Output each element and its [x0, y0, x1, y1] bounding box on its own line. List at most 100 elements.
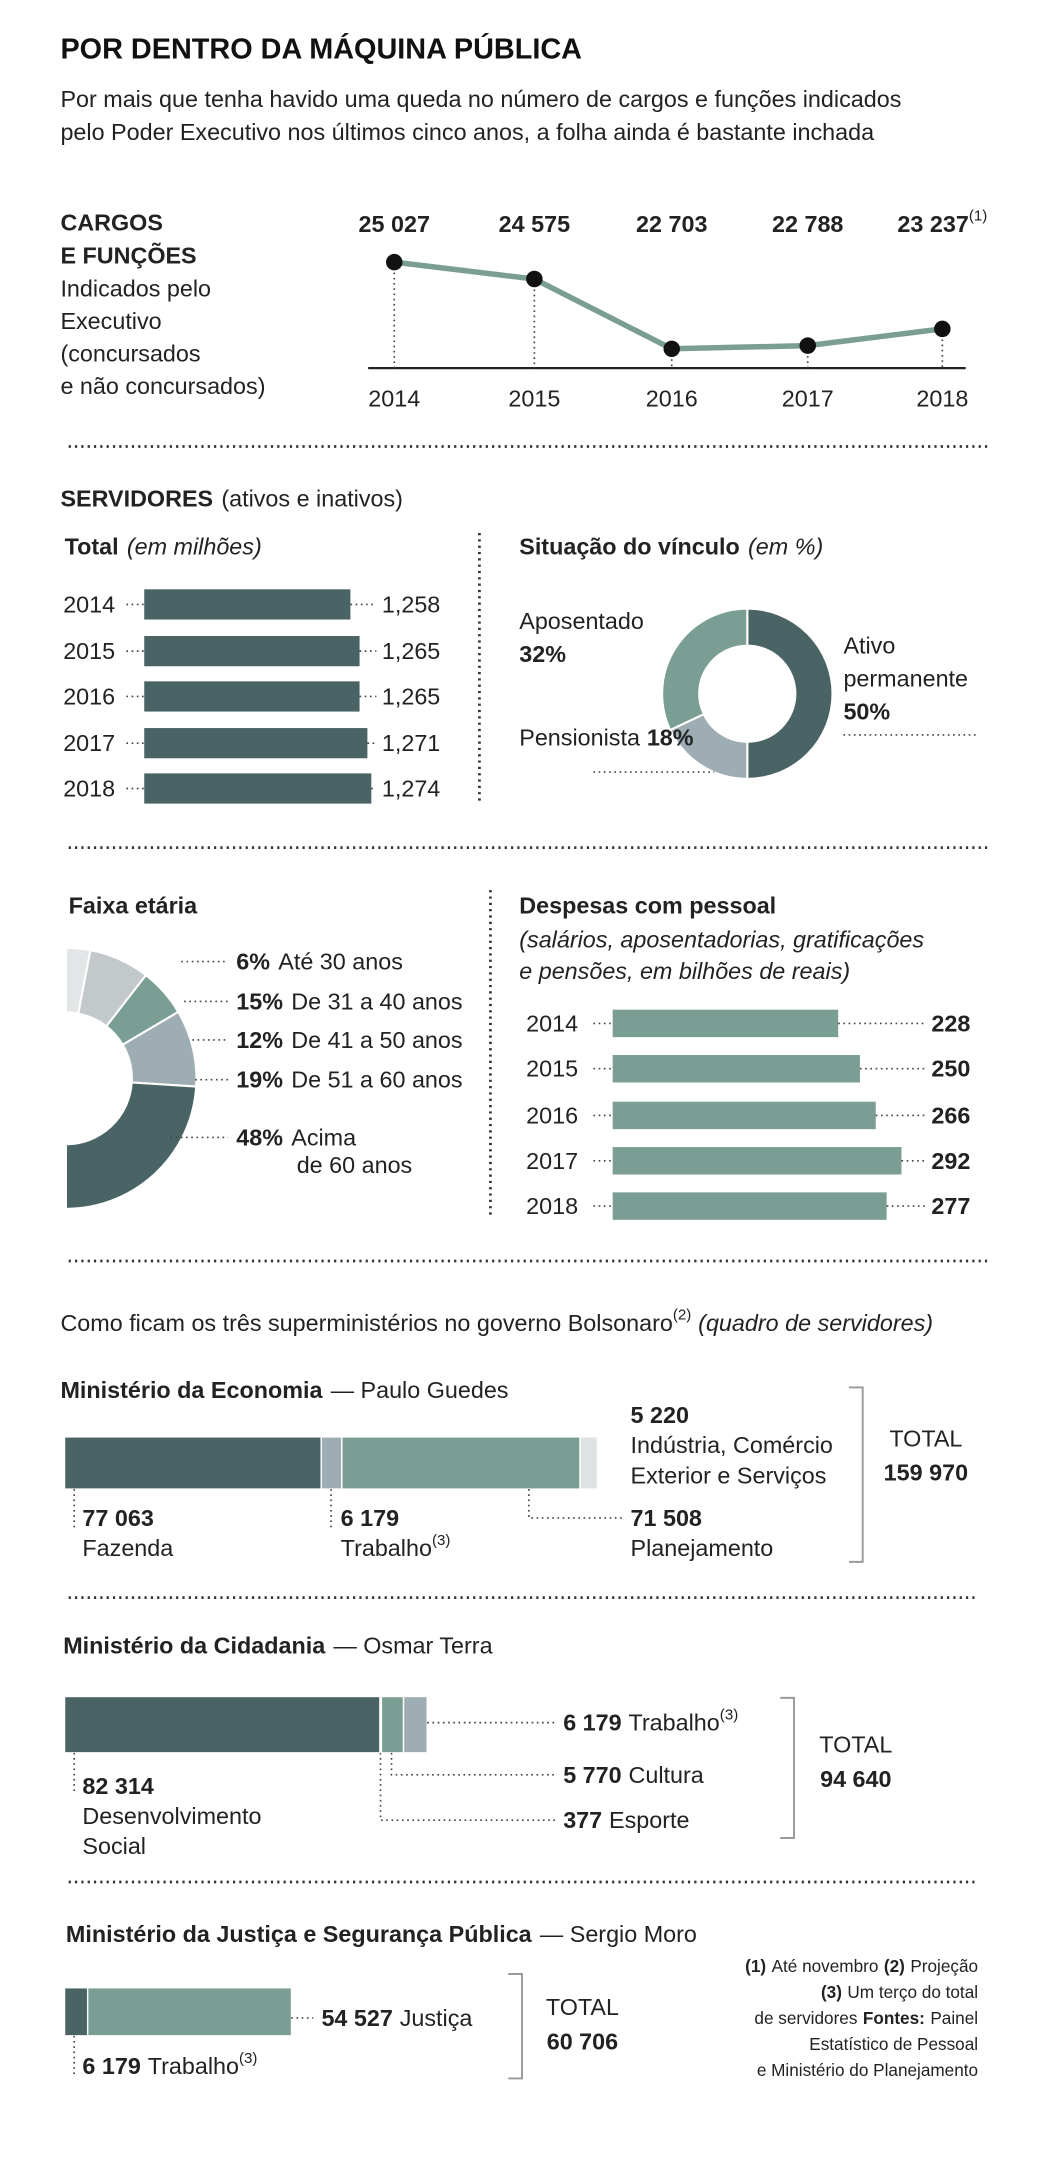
- category-label: Aposentado: [519, 608, 644, 634]
- point: [386, 253, 403, 271]
- segment-label: 19% De 51 a 60 anos: [236, 1067, 462, 1093]
- bracket: [508, 1973, 523, 2080]
- bar: [144, 636, 360, 667]
- series-name: Justiça: [400, 2005, 473, 2031]
- segment-label: 15% De 31 a 40 anos: [236, 988, 462, 1014]
- point: [934, 320, 951, 338]
- chart-title-text: Situação do vínculo: [519, 534, 740, 560]
- value-label: 228: [931, 1010, 970, 1036]
- chart-subtitle: Indicados pelo: [60, 275, 211, 301]
- line: [393, 259, 943, 352]
- segment-label: 6 179 Trabalho(3): [563, 1706, 738, 1736]
- value-label-text: 22 703: [636, 211, 707, 237]
- category-label: Pensionista: [519, 725, 640, 751]
- footnote-marker: (3): [720, 1706, 738, 1723]
- footnote-text: (2): [884, 1956, 905, 1976]
- value-label: 1,265: [382, 683, 440, 709]
- value-label: 48%: [236, 1124, 283, 1150]
- segment-label: 12% De 41 a 50 anos: [236, 1027, 462, 1053]
- bar-segment: [579, 1436, 599, 1490]
- bar-segment: [320, 1436, 343, 1490]
- chart-subtitle: — Paulo Guedes: [331, 1377, 509, 1403]
- footnote: Estatístico de Pessoal: [809, 2034, 978, 2054]
- footnote-marker: (2): [673, 1306, 691, 1323]
- leader-line: [390, 1752, 557, 1776]
- category-label: De 51 a 60 anos: [291, 1067, 462, 1093]
- category-label: Até 30 anos: [278, 949, 403, 975]
- chart-title-text: Ministério da Economia: [60, 1377, 323, 1403]
- segment-label: 6% Até 30 anos: [236, 949, 403, 975]
- category-label: Acima: [291, 1124, 356, 1150]
- value-label: 5 220: [631, 1402, 689, 1428]
- point: [526, 270, 543, 288]
- chart-title: Ministério da Cidadania — Osmar Terra: [63, 1633, 492, 1659]
- series-name: Exterior e Serviços: [631, 1462, 827, 1488]
- x-tick-label: 2018: [916, 385, 968, 411]
- bar: [144, 773, 372, 804]
- y-tick-label: 2017: [63, 730, 115, 756]
- series-name: Trabalho: [148, 2053, 239, 2079]
- bracket: [780, 1696, 795, 1839]
- bar: [612, 1101, 876, 1130]
- bar-segment: [380, 1695, 405, 1754]
- point: [663, 340, 680, 358]
- segment-label: 377 Esporte: [563, 1807, 689, 1833]
- value-label-text: 24 575: [499, 211, 570, 237]
- category-label: De 41 a 50 anos: [291, 1027, 462, 1053]
- bar: [144, 589, 351, 620]
- footnote-text: Painel: [930, 2008, 978, 2028]
- footnote-text: de servidores: [754, 2008, 857, 2028]
- chart-subtitle: e pensões, em bilhões de reais): [519, 958, 850, 984]
- donut-segment: [661, 607, 749, 732]
- section-heading: SERVIDORES (ativos e inativos): [60, 486, 403, 512]
- value-label: 32%: [519, 641, 566, 667]
- value-label: 23 237(1): [897, 207, 987, 237]
- bar-segment: [402, 1695, 428, 1754]
- value-label: 71 508: [631, 1505, 702, 1531]
- series-name: Trabalho(3): [341, 1531, 451, 1561]
- chart-title: Situação do vínculo (em %): [519, 534, 823, 560]
- chart-title-text: Total: [65, 534, 119, 560]
- bar-segment: [341, 1436, 581, 1490]
- value-label: 15%: [236, 988, 283, 1014]
- segment-label: 5 770 Cultura: [563, 1762, 704, 1788]
- footnote: (1) Até novembro (2) Projeção: [745, 1956, 978, 1976]
- footnote-text: Fontes:: [863, 2008, 925, 2028]
- series-name: Planejamento: [631, 1535, 774, 1561]
- segment-label: 54 527 Justiça: [321, 2005, 472, 2031]
- value-label: 292: [931, 1148, 970, 1174]
- value-label: 24 575: [499, 211, 570, 237]
- total-value: 94 640: [820, 1766, 891, 1792]
- footnote-text: (3): [821, 1982, 842, 2002]
- total-value: 159 970: [884, 1460, 968, 1486]
- footnote-text: (1): [745, 1956, 766, 1976]
- chart-subtitle: (concursados: [60, 341, 200, 367]
- footnote-text: Projeção: [910, 1956, 978, 1976]
- chart-title: Total (em milhões): [65, 534, 262, 560]
- section-title: SERVIDORES: [60, 486, 213, 512]
- bar: [612, 1054, 860, 1083]
- value-label: 22 788: [772, 211, 843, 237]
- x-tick-label: 2014: [368, 385, 420, 411]
- chart-subtitle: (salários, aposentadorias, gratificações: [519, 927, 924, 953]
- value-label: 6 179: [563, 1710, 621, 1736]
- bar-segment: [63, 1695, 381, 1754]
- section-title: Como ficam os três superministérios no g…: [60, 1310, 672, 1336]
- y-tick-label: 2015: [63, 638, 115, 664]
- value-label: 77 063: [82, 1505, 153, 1531]
- value-label: 5 770: [563, 1762, 621, 1788]
- y-tick-label: 2014: [63, 591, 115, 617]
- category-label: permanente: [843, 666, 968, 692]
- bar-segment: [86, 1987, 293, 2037]
- value-label: 6 179: [82, 2053, 140, 2079]
- value-label: 250: [931, 1056, 970, 1082]
- value-label: 22 703: [636, 211, 707, 237]
- series-name: Esporte: [609, 1807, 689, 1833]
- point: [799, 337, 816, 354]
- value-label: 54 527: [321, 2005, 392, 2031]
- section-heading: Como ficam os três superministérios no g…: [60, 1306, 933, 1336]
- chart-title: Ministério da Justiça e Segurança Públic…: [66, 1921, 697, 1947]
- value-label: 1,274: [382, 776, 440, 802]
